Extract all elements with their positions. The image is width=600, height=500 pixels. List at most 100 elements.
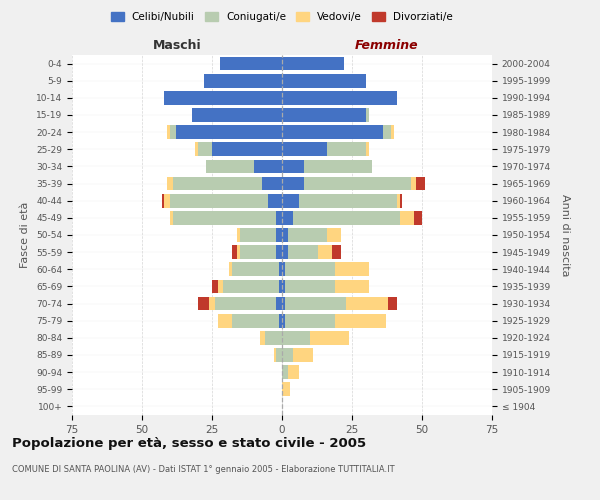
Bar (229, 262, 232, 276)
Bar (335, 280, 369, 293)
Y-axis label: Anni di nascita: Anni di nascita (560, 194, 571, 276)
Text: Femmine: Femmine (355, 40, 419, 52)
Bar (299, 194, 397, 207)
Bar (198, 142, 212, 156)
Bar (282, 160, 304, 173)
Bar (209, 296, 215, 310)
Bar (282, 382, 290, 396)
Bar (282, 348, 293, 362)
Bar (413, 211, 422, 224)
Bar (220, 56, 282, 70)
Bar (232, 246, 237, 259)
Bar (327, 142, 366, 156)
Bar (400, 211, 413, 224)
Bar (416, 176, 425, 190)
Bar (285, 296, 346, 310)
Bar (240, 246, 277, 259)
Bar (193, 108, 282, 122)
Bar (282, 280, 285, 293)
Bar (293, 211, 400, 224)
Bar (391, 126, 394, 139)
Bar (203, 74, 282, 88)
Bar (282, 211, 293, 224)
Bar (279, 314, 282, 328)
Bar (285, 314, 335, 328)
Bar (173, 176, 262, 190)
Bar (400, 194, 403, 207)
Bar (304, 160, 371, 173)
Bar (287, 246, 319, 259)
Bar (232, 314, 279, 328)
Bar (282, 228, 287, 242)
Bar (335, 314, 386, 328)
Bar (262, 176, 282, 190)
Bar (279, 280, 282, 293)
Bar (170, 211, 173, 224)
Bar (293, 348, 313, 362)
Bar (277, 228, 282, 242)
Y-axis label: Fasce di età: Fasce di età (20, 202, 31, 268)
Bar (287, 228, 327, 242)
Bar (282, 366, 287, 379)
Bar (282, 262, 285, 276)
Bar (161, 194, 164, 207)
Bar (277, 348, 282, 362)
Bar (287, 366, 299, 379)
Bar (232, 262, 279, 276)
Bar (366, 108, 369, 122)
Bar (282, 74, 366, 88)
Bar (164, 194, 170, 207)
Bar (310, 331, 349, 344)
Bar (383, 126, 391, 139)
Text: Popolazione per età, sesso e stato civile - 2005: Popolazione per età, sesso e stato civil… (12, 438, 366, 450)
Bar (282, 314, 285, 328)
Bar (282, 56, 344, 70)
Bar (237, 246, 240, 259)
Bar (212, 142, 282, 156)
Bar (332, 246, 341, 259)
Bar (237, 228, 240, 242)
Bar (346, 296, 388, 310)
Bar (260, 331, 265, 344)
Bar (282, 246, 287, 259)
Bar (279, 262, 282, 276)
Bar (173, 211, 277, 224)
Bar (212, 280, 218, 293)
Bar (319, 246, 332, 259)
Bar (218, 280, 223, 293)
Bar (282, 108, 366, 122)
Bar (195, 142, 198, 156)
Bar (277, 246, 282, 259)
Bar (285, 280, 335, 293)
Bar (198, 296, 209, 310)
Bar (218, 314, 232, 328)
Bar (223, 280, 279, 293)
Bar (254, 160, 282, 173)
Bar (282, 126, 383, 139)
Bar (206, 160, 254, 173)
Bar (215, 296, 277, 310)
Bar (176, 126, 282, 139)
Bar (240, 228, 277, 242)
Bar (388, 296, 397, 310)
Bar (167, 126, 170, 139)
Bar (268, 194, 282, 207)
Bar (274, 348, 277, 362)
Bar (335, 262, 369, 276)
Bar (164, 91, 282, 104)
Bar (397, 194, 400, 207)
Bar (282, 176, 304, 190)
Bar (285, 262, 335, 276)
Bar (282, 296, 285, 310)
Legend: Celibi/Nubili, Coniugati/e, Vedovi/e, Divorziati/e: Celibi/Nubili, Coniugati/e, Vedovi/e, Di… (107, 8, 457, 26)
Bar (170, 194, 268, 207)
Bar (170, 126, 176, 139)
Bar (411, 176, 416, 190)
Bar (277, 296, 282, 310)
Bar (265, 331, 282, 344)
Bar (282, 91, 397, 104)
Bar (277, 211, 282, 224)
Bar (304, 176, 411, 190)
Bar (327, 228, 341, 242)
Bar (282, 331, 310, 344)
